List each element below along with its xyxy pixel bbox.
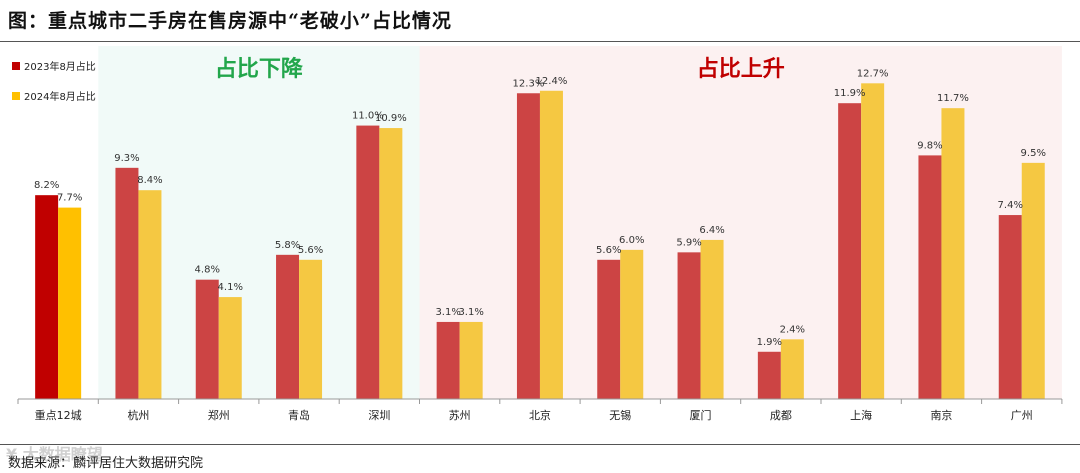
data-label-2024: 5.6% — [298, 245, 323, 256]
bar-2024 — [138, 190, 162, 399]
category-label: 苏州 — [449, 409, 471, 422]
data-label-2023: 12.3% — [513, 78, 545, 89]
data-label-2023: 5.8% — [275, 240, 300, 251]
region-up-label: 占比上升 — [697, 57, 785, 82]
category-label: 南京 — [930, 408, 952, 422]
data-label-2023: 8.2% — [34, 180, 59, 191]
category-label: 北京 — [529, 408, 551, 422]
category-label: 无锡 — [609, 408, 631, 422]
bar-2024 — [620, 249, 644, 399]
bar-2023 — [356, 125, 380, 400]
data-label-2024: 11.7% — [937, 93, 969, 104]
data-label-2023: 5.9% — [676, 237, 701, 248]
data-label-2023: 4.8% — [195, 265, 220, 276]
data-label-2023: 7.4% — [998, 200, 1023, 211]
category-label: 广州 — [1011, 409, 1033, 422]
bar-2024 — [861, 83, 885, 400]
bar-2023 — [918, 155, 942, 399]
category-label: 青岛 — [288, 408, 310, 422]
legend-swatch — [12, 62, 20, 70]
bar-2024 — [700, 239, 724, 399]
chart-title: 图：重点城市二手房在售房源中“老破小”占比情况 — [8, 10, 452, 32]
bar-2023 — [195, 279, 219, 399]
bar-2023 — [35, 195, 59, 399]
data-label-2023: 9.3% — [114, 153, 139, 164]
data-label-2023: 1.9% — [757, 337, 782, 348]
data-label-2024: 3.1% — [458, 307, 483, 318]
data-label-2023: 9.8% — [917, 140, 942, 151]
region-down-label: 占比下降 — [215, 57, 304, 82]
bar-2024 — [218, 297, 242, 399]
data-label-2024: 6.4% — [699, 225, 724, 236]
bar-2023 — [838, 103, 862, 399]
data-label-2023: 5.6% — [596, 245, 621, 256]
category-label: 杭州 — [127, 408, 149, 422]
legend-label: 2024年8月占比 — [24, 90, 96, 103]
bar-2024 — [1021, 162, 1045, 399]
data-label-2024: 7.7% — [57, 193, 82, 204]
data-label-2023: 11.9% — [834, 88, 866, 99]
data-label-2024: 4.1% — [218, 282, 243, 293]
data-label-2024: 10.9% — [375, 113, 407, 124]
source-note: 数据来源：麟评居住大数据研究院 — [8, 456, 204, 471]
bar-2024 — [379, 128, 403, 400]
bar-2024 — [941, 108, 965, 400]
data-label-2024: 8.4% — [137, 175, 162, 186]
bar-2024 — [459, 321, 483, 399]
data-label-2023: 11.0% — [352, 111, 384, 122]
watermark: ¥ 大数据瞭望 — [6, 445, 103, 464]
legend-swatch — [12, 92, 20, 100]
category-label: 成都 — [770, 409, 792, 422]
bar-2024 — [780, 339, 804, 399]
data-label-2024: 6.0% — [619, 235, 644, 246]
bottom-rule — [0, 444, 1080, 445]
legend-label: 2023年8月占比 — [24, 60, 96, 73]
bar-2023 — [597, 259, 621, 399]
data-label-2024: 12.4% — [536, 76, 568, 87]
top-rule — [0, 41, 1080, 42]
bar-2023 — [998, 215, 1022, 399]
category-label: 厦门 — [690, 408, 712, 422]
category-label: 深圳 — [368, 409, 390, 422]
data-label-2023: 3.1% — [435, 307, 460, 318]
bar-2023 — [436, 321, 460, 399]
bar-2024 — [58, 207, 82, 399]
category-label: 重点12城 — [35, 408, 82, 422]
bar-2024 — [299, 259, 323, 399]
bar-2023 — [276, 254, 300, 399]
bar-2023 — [516, 93, 540, 399]
category-label: 上海 — [850, 408, 872, 422]
data-label-2024: 12.7% — [857, 68, 889, 79]
category-label: 郑州 — [208, 408, 230, 422]
data-label-2024: 2.4% — [780, 324, 805, 335]
bar-2024 — [539, 90, 563, 399]
bar-2023 — [115, 167, 139, 399]
bar-2023 — [677, 252, 701, 399]
data-label-2024: 9.5% — [1021, 148, 1046, 159]
bar-2023 — [757, 351, 781, 399]
bar-chart: 占比下降 占比上升 2023年8月占比 2024年8月占比 8.2% 7.7% 重点12城 9… — [12, 46, 1063, 422]
